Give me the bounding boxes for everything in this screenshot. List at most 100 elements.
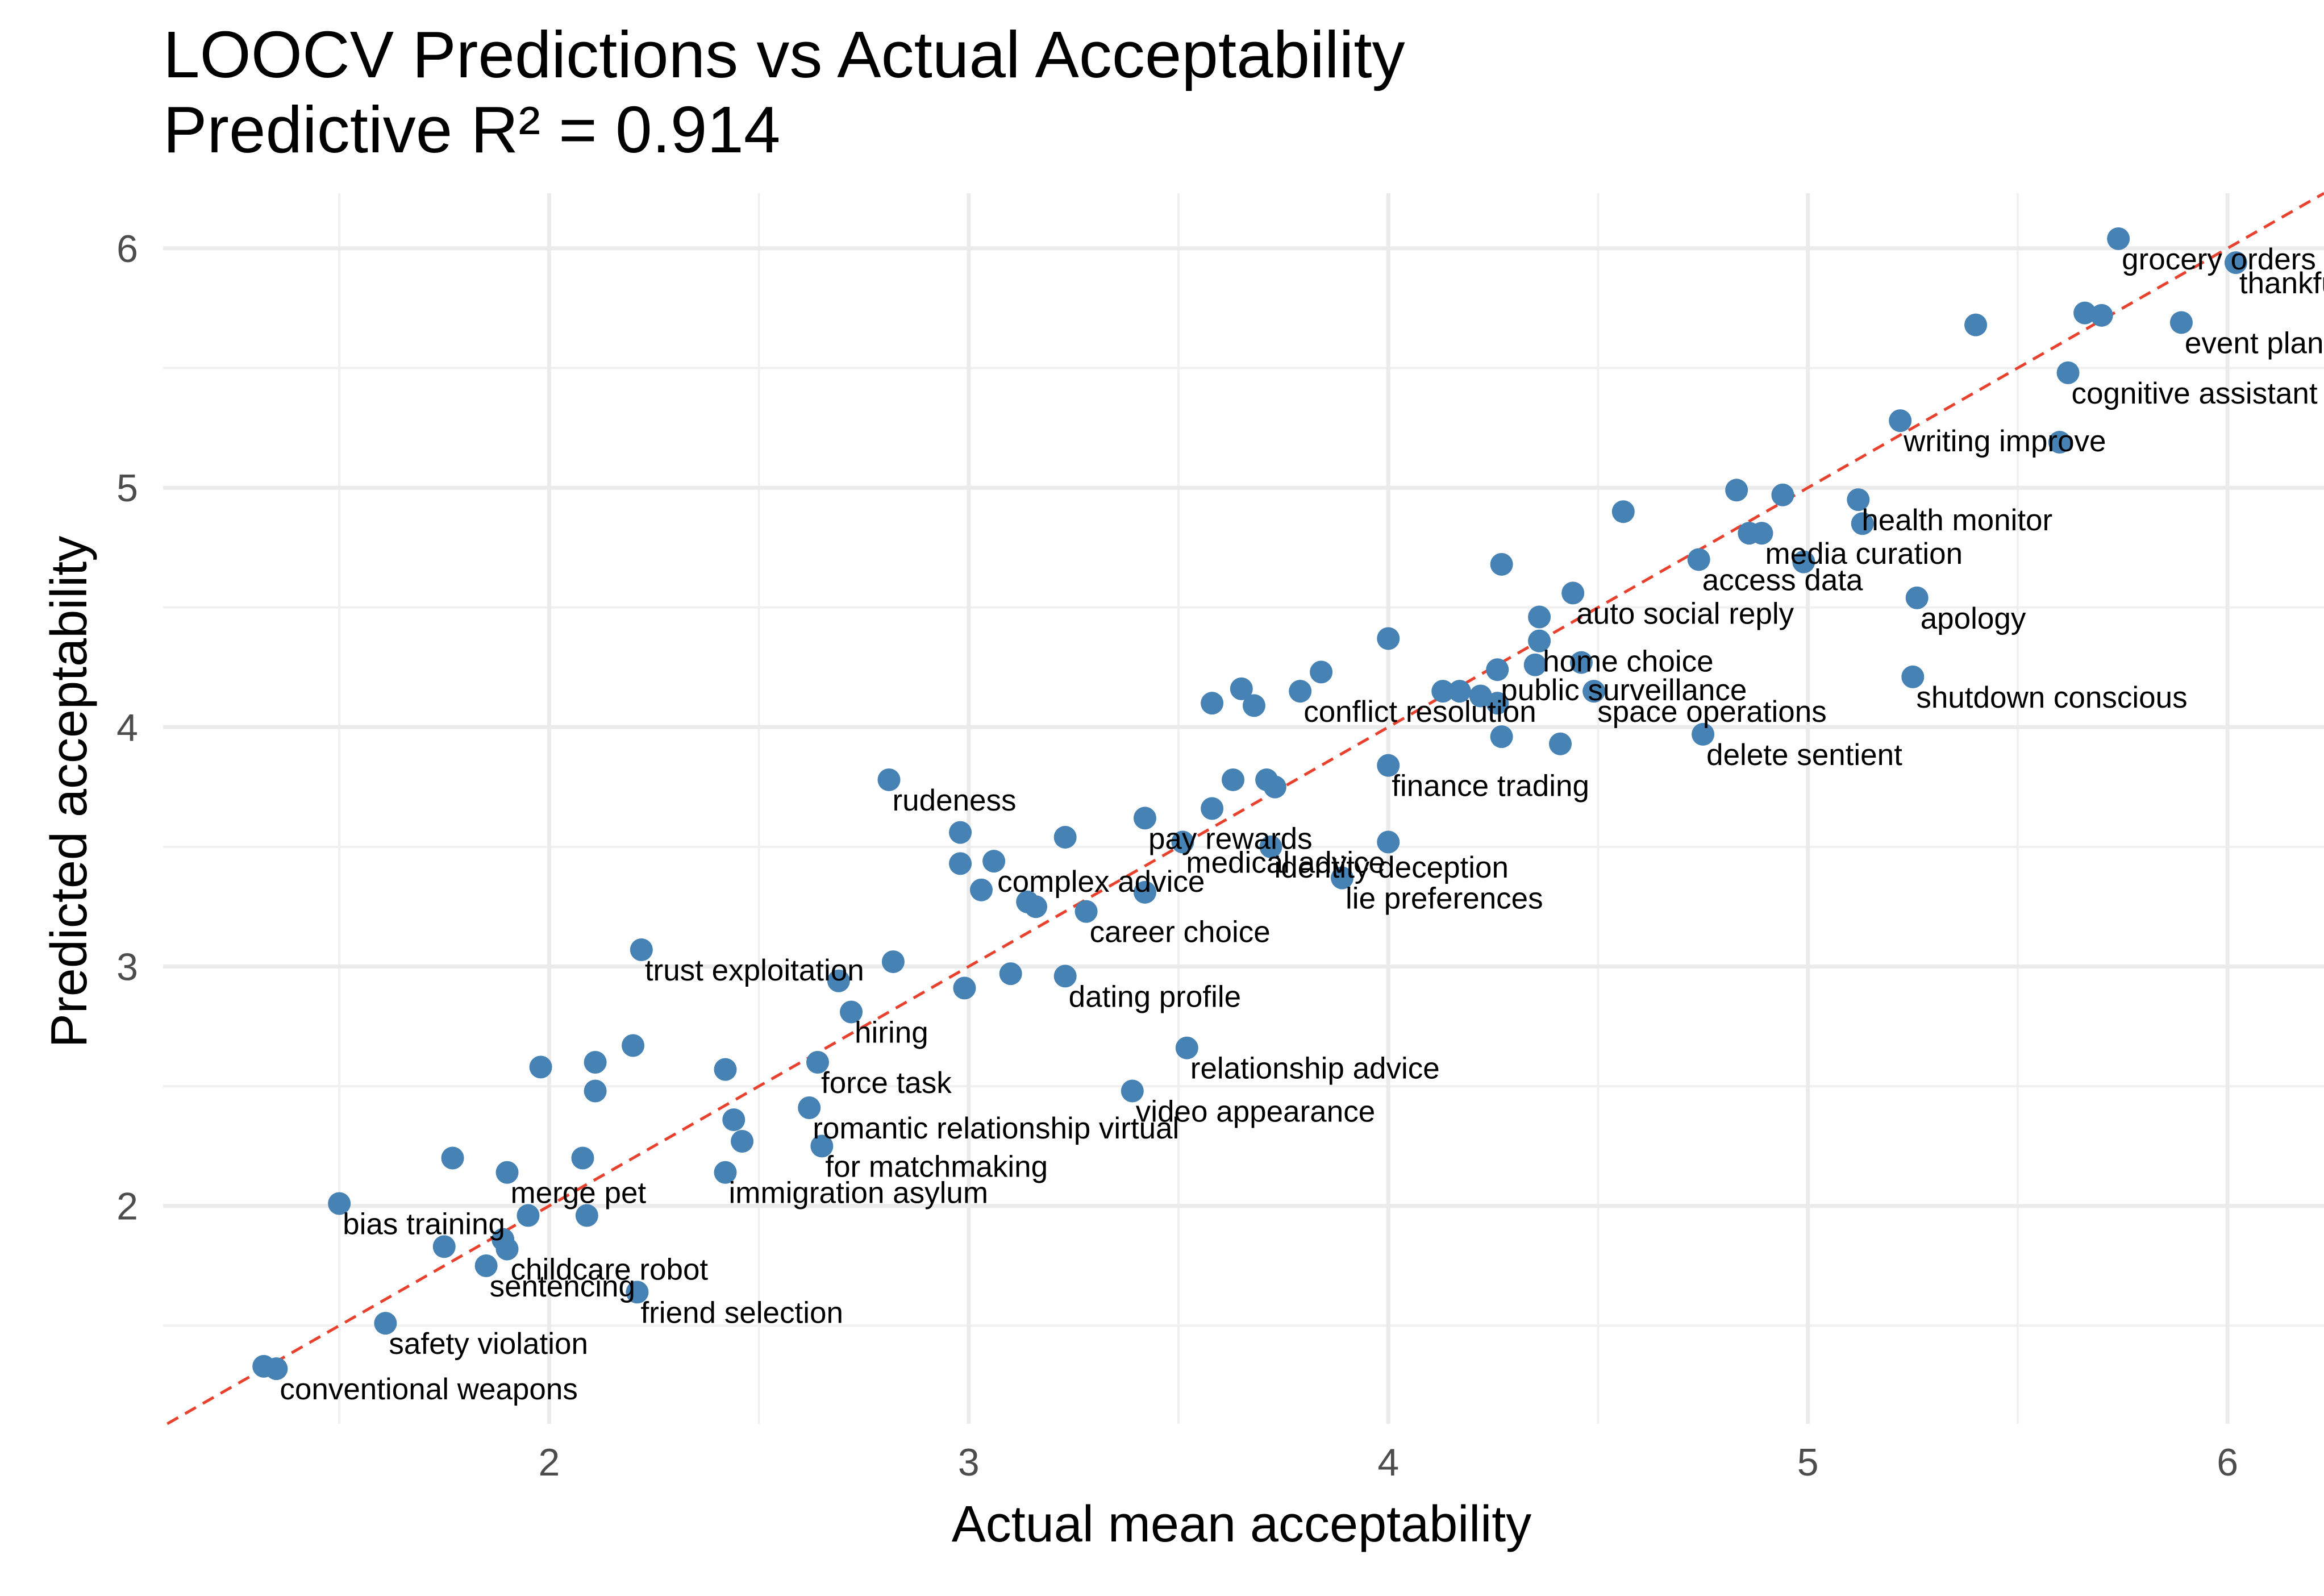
data-point bbox=[374, 1312, 397, 1335]
y-tick-label: 2 bbox=[116, 1185, 138, 1228]
data-point bbox=[1230, 677, 1253, 700]
data-point bbox=[798, 1096, 821, 1120]
data-point bbox=[1561, 581, 1585, 605]
chart-subtitle: Predictive R² = 0.914 bbox=[163, 93, 781, 167]
data-point bbox=[2090, 304, 2113, 327]
chart-title: LOOCV Predictions vs Actual Acceptabilit… bbox=[163, 18, 1405, 92]
data-point bbox=[328, 1192, 351, 1215]
data-point bbox=[630, 938, 653, 962]
data-point bbox=[1486, 692, 1509, 715]
point-label: video appearance bbox=[1136, 1095, 1375, 1129]
data-point bbox=[1851, 512, 1874, 535]
data-point bbox=[1024, 895, 1047, 918]
data-point bbox=[1771, 483, 1794, 506]
data-point bbox=[1171, 830, 1194, 854]
data-point bbox=[722, 1108, 745, 1132]
y-tick-label: 3 bbox=[116, 945, 138, 988]
data-point bbox=[840, 1000, 863, 1024]
x-tick-label: 5 bbox=[1797, 1441, 1819, 1484]
data-point bbox=[1263, 775, 1286, 799]
grid bbox=[163, 193, 2324, 1424]
point-label: dating profile bbox=[1069, 980, 1241, 1013]
data-point bbox=[1201, 797, 1224, 820]
data-point bbox=[1222, 768, 1245, 791]
data-point bbox=[1074, 900, 1098, 923]
data-point bbox=[265, 1357, 288, 1381]
data-points bbox=[252, 227, 2247, 1381]
data-point bbox=[949, 852, 972, 875]
data-point bbox=[1431, 680, 1455, 703]
data-point bbox=[474, 1254, 498, 1278]
point-label: finance trading bbox=[1392, 770, 1589, 803]
data-point bbox=[1133, 880, 1156, 904]
data-point bbox=[495, 1161, 519, 1184]
point-label: writing improve bbox=[1903, 425, 2106, 458]
point-label: apology bbox=[1921, 602, 2026, 635]
data-point bbox=[1490, 552, 1513, 576]
point-label: cognitive assistant bbox=[2072, 377, 2318, 410]
data-point bbox=[1905, 586, 1929, 609]
data-point bbox=[1792, 550, 1815, 573]
data-point bbox=[1242, 694, 1265, 717]
data-point bbox=[1523, 653, 1547, 676]
point-label: conventional weapons bbox=[280, 1373, 578, 1406]
data-point bbox=[1310, 660, 1333, 684]
data-point bbox=[529, 1055, 552, 1079]
data-point bbox=[714, 1058, 737, 1081]
x-tick-label: 6 bbox=[2217, 1441, 2238, 1484]
data-point bbox=[1725, 479, 1748, 502]
data-point bbox=[626, 1281, 649, 1304]
data-point bbox=[517, 1204, 540, 1227]
data-point bbox=[1549, 732, 1572, 755]
data-point bbox=[1053, 965, 1077, 988]
data-point bbox=[1964, 313, 1988, 336]
point-label: delete sentient bbox=[1706, 738, 1902, 772]
point-label: conflict resolution bbox=[1303, 695, 1536, 729]
data-point bbox=[881, 950, 905, 974]
data-point bbox=[1889, 409, 1912, 433]
data-point bbox=[731, 1129, 754, 1153]
data-point bbox=[1121, 1079, 1144, 1103]
point-label: thankful bbox=[2239, 267, 2324, 300]
data-point bbox=[949, 821, 972, 844]
point-label: public surveillance bbox=[1501, 674, 1747, 707]
data-point bbox=[1847, 488, 1870, 512]
data-point bbox=[810, 1134, 834, 1158]
data-point bbox=[1750, 522, 1773, 545]
point-label: trust exploitation bbox=[645, 954, 864, 987]
point-label: space operations bbox=[1597, 695, 1827, 729]
point-label: hiring bbox=[855, 1016, 928, 1050]
data-point bbox=[1201, 692, 1224, 715]
point-label: for matchmaking bbox=[825, 1150, 1048, 1183]
point-label: access data bbox=[1702, 563, 1863, 597]
point-label: auto social reply bbox=[1576, 597, 1794, 630]
data-point bbox=[1901, 665, 1925, 688]
axis-ticks: 2 3 4 5 6 2 3 4 5 6 bbox=[116, 227, 2238, 1484]
x-tick-label: 4 bbox=[1377, 1441, 1399, 1484]
point-label: complex advice bbox=[997, 865, 1205, 899]
point-label: career choice bbox=[1090, 916, 1271, 949]
point-label: health monitor bbox=[1861, 504, 2052, 537]
point-label: friend selection bbox=[640, 1296, 843, 1329]
data-point bbox=[584, 1050, 607, 1074]
data-point bbox=[2073, 301, 2097, 325]
x-tick-label: 2 bbox=[538, 1441, 560, 1484]
data-point bbox=[1377, 830, 1400, 854]
data-point bbox=[953, 976, 976, 1000]
point-label: pay rewards bbox=[1148, 822, 1313, 855]
data-point bbox=[584, 1079, 607, 1103]
y-tick-label: 6 bbox=[116, 227, 138, 271]
point-label: lie preferences bbox=[1346, 882, 1543, 916]
y-tick-label: 4 bbox=[116, 706, 138, 749]
data-point bbox=[1569, 651, 1593, 674]
data-point bbox=[1377, 754, 1400, 777]
data-point bbox=[1486, 658, 1509, 681]
point-labels: grocery ordersthankful event planning cogn… bbox=[280, 243, 2324, 1406]
point-label: force task bbox=[821, 1066, 952, 1100]
data-point bbox=[432, 1235, 456, 1258]
data-point bbox=[622, 1034, 645, 1057]
point-label: bias training bbox=[343, 1207, 505, 1241]
data-point bbox=[571, 1146, 594, 1170]
data-point bbox=[1133, 807, 1156, 830]
